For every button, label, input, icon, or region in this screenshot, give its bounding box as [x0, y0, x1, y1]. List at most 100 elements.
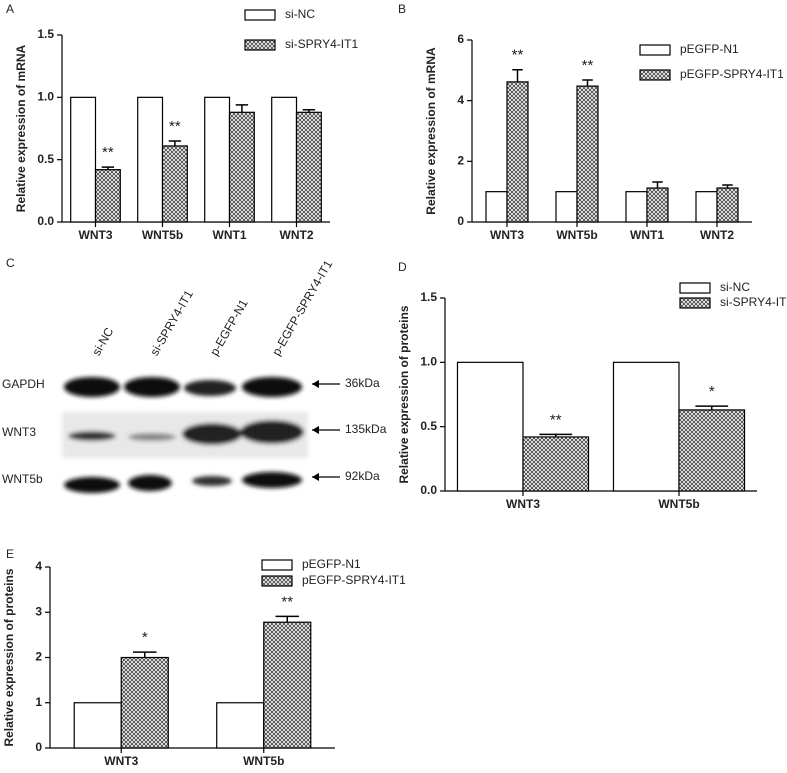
bar	[295, 111, 322, 223]
x-tick-label: WNT3	[79, 228, 113, 242]
size-label: 36kDa	[345, 376, 380, 390]
y-tick-label: 6	[457, 32, 464, 46]
bar	[576, 85, 599, 223]
legend-label: si-NC	[720, 280, 750, 294]
panel-letter: B	[398, 2, 406, 16]
y-tick-label: 0.0	[37, 214, 54, 228]
panel-letter: E	[6, 547, 14, 561]
lane-label: p-EGFP-SPRY4-IT1	[269, 257, 335, 358]
arrow-head	[312, 473, 319, 481]
bar	[271, 96, 298, 223]
y-tick-label: 1.5	[420, 290, 437, 304]
arrow-head	[312, 426, 319, 434]
error-bar	[722, 184, 733, 189]
legend-swatch	[261, 575, 293, 587]
bar	[456, 361, 524, 492]
x-tick-label: WNT2	[280, 228, 314, 242]
panel-letter: C	[6, 256, 15, 270]
y-axis-title: Relative expression of mRNA	[424, 47, 438, 215]
y-tick-label: 0	[35, 740, 42, 754]
panel-letter: D	[398, 260, 407, 274]
bar	[716, 187, 739, 223]
y-tick-label: 0	[457, 214, 464, 228]
x-tick-label: WNT5b	[556, 228, 597, 242]
y-axis-title: Relative expression of proteins	[2, 568, 16, 746]
significance: **	[281, 593, 293, 610]
legend-swatch	[679, 282, 711, 294]
significance: **	[582, 57, 594, 74]
size-label: 92kDa	[345, 469, 380, 483]
y-tick-label: 1.5	[37, 27, 54, 41]
bar	[522, 436, 590, 492]
legend-label: pEGFP-N1	[302, 557, 361, 571]
bar	[161, 145, 188, 223]
x-tick-label: WNT1	[630, 228, 664, 242]
legend-label: pEGFP-SPRY4-IT1	[302, 573, 406, 587]
legend-label: si-SPRY4-IT1	[720, 295, 787, 309]
chart: D Relative expression of proteins 0.0 0.5 1.…	[397, 260, 787, 511]
bar	[228, 111, 255, 223]
error-bar	[133, 651, 157, 658]
significance: *	[709, 383, 715, 400]
error-bar	[235, 104, 249, 113]
size-label: 135kDa	[345, 422, 387, 436]
error-bar	[652, 181, 663, 189]
error-bar	[582, 79, 593, 87]
y-axis-title: Relative expression of proteins	[397, 305, 411, 483]
protein-label: GAPDH	[2, 377, 45, 391]
lane-label: si-SPRY4-IT1	[147, 287, 196, 358]
error-bar	[302, 109, 316, 113]
y-tick-label: 2	[35, 650, 42, 664]
protein-label: WNT5b	[2, 472, 43, 486]
arrow-head	[312, 380, 319, 388]
x-tick-label: WNT1	[213, 228, 247, 242]
y-tick-label: 3	[35, 604, 42, 618]
western-blot: C si-NC si-SPRY4-IT1 p-EGFP-N1 p-EGFP-SPRY4…	[2, 256, 387, 493]
error-bar	[512, 68, 523, 82]
bar	[612, 361, 680, 492]
bar	[216, 702, 265, 749]
legend-swatch	[679, 297, 711, 309]
legend-label: pEGFP-SPRY4-IT1	[680, 67, 784, 81]
legend-swatch	[244, 9, 276, 21]
y-tick-label: 4	[35, 559, 42, 573]
legend-label: pEGFP-N1	[680, 42, 739, 56]
x-tick-label: WNT5b	[243, 754, 284, 768]
x-tick-label: WNT3	[506, 497, 540, 511]
x-tick-label: WNT3	[490, 228, 524, 242]
bar	[555, 191, 578, 223]
y-tick-label: 1	[35, 695, 42, 709]
x-tick-label: WNT3	[104, 754, 138, 768]
lane-label: si-NC	[89, 325, 116, 358]
bar	[204, 96, 231, 223]
error-bar	[168, 140, 182, 146]
bar	[120, 656, 169, 749]
bar	[94, 169, 121, 223]
error-bar	[695, 405, 729, 410]
chart: A Relative expression of mRNA 0.0 0.5 1.0 1.5…	[6, 2, 358, 242]
y-tick-label: 1.0	[420, 355, 437, 369]
y-tick-label: 0.5	[420, 419, 437, 433]
legend-label: si-SPRY4-IT1	[285, 37, 358, 51]
bands	[62, 377, 308, 493]
chart: E Relative expression of proteins 0 1 2 3 4 WNT…	[2, 547, 406, 768]
y-tick-label: 4	[457, 93, 464, 107]
bar	[263, 621, 312, 749]
y-tick-label: 2	[457, 154, 464, 168]
significance: *	[142, 629, 148, 646]
bar	[678, 409, 746, 492]
bar	[625, 191, 648, 223]
bar	[70, 96, 97, 223]
legend-swatch	[639, 69, 671, 81]
y-tick-label: 0.0	[420, 483, 437, 497]
error-bar	[275, 615, 300, 623]
bar	[695, 191, 718, 223]
y-tick-label: 0.5	[37, 152, 54, 166]
significance: **	[550, 411, 562, 428]
lane-label: p-EGFP-N1	[207, 297, 251, 359]
bar	[137, 96, 164, 223]
error-bar	[101, 166, 115, 170]
significance: **	[102, 144, 114, 161]
error-bar	[539, 433, 573, 437]
